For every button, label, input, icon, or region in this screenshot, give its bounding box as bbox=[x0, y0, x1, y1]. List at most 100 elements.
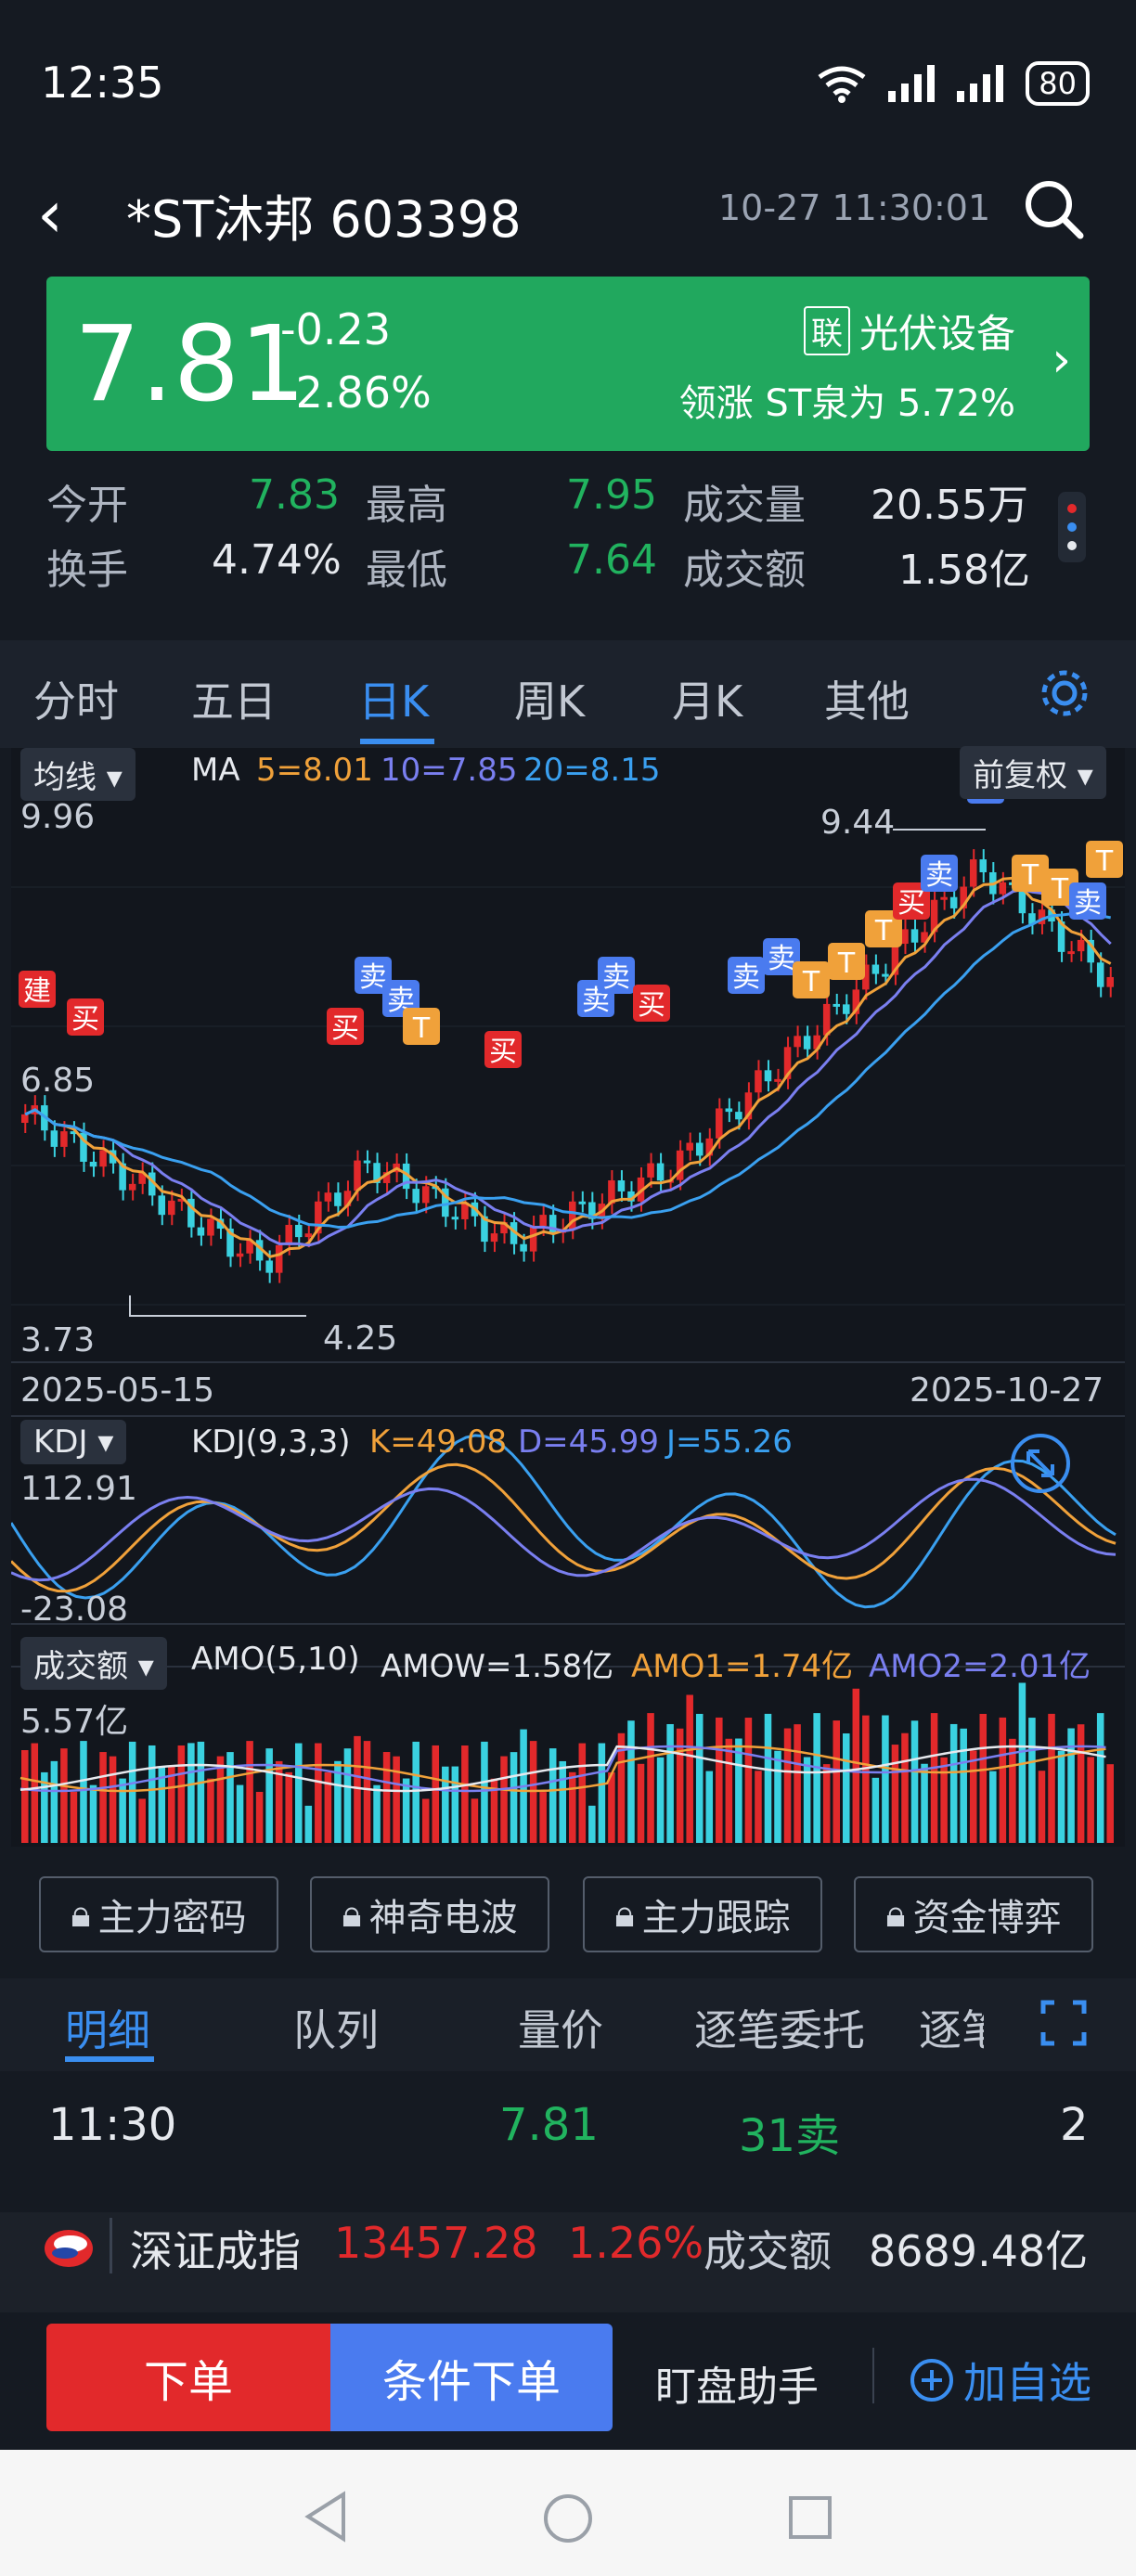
kdj-dropdown[interactable]: KDJ ▾ bbox=[20, 1420, 127, 1464]
trade-badge bbox=[1069, 882, 1106, 920]
add-watchlist-button[interactable]: 加自选 bbox=[910, 2350, 1091, 2411]
amount-bar bbox=[393, 1756, 400, 1843]
lock-icon: 🔒︎ bbox=[885, 1893, 906, 1936]
candle-body bbox=[89, 1161, 97, 1167]
candle-body bbox=[207, 1218, 214, 1236]
candle-body bbox=[744, 1092, 753, 1120]
candle-body bbox=[70, 1131, 78, 1135]
tab-queue[interactable]: 队列 bbox=[293, 2005, 379, 2055]
amo-dropdown-label: 成交额 bbox=[33, 1648, 128, 1685]
candle-body bbox=[510, 1222, 518, 1244]
candle-body bbox=[148, 1172, 156, 1196]
fullscreen-icon[interactable] bbox=[1039, 1999, 1088, 2047]
amount-bar bbox=[1028, 1718, 1036, 1843]
conditional-order-button[interactable]: 条件下单 bbox=[330, 2324, 613, 2431]
wifi-icon bbox=[818, 66, 866, 103]
tab-5day[interactable]: 五日 bbox=[191, 676, 277, 727]
tab-monthly-k[interactable]: 月K bbox=[672, 676, 743, 727]
tab-tick[interactable]: 逐笔 bbox=[919, 2005, 984, 2055]
kdj-j-line bbox=[9, 1434, 1117, 1609]
kline-chart[interactable]: 建买买卖卖T买卖卖买卖卖TTT买卖卖TT卖T bbox=[9, 748, 1125, 1847]
adjust-dropdown[interactable]: 前复权 ▾ bbox=[960, 746, 1106, 799]
tab-other[interactable]: 其他 bbox=[824, 676, 910, 727]
high-label: 最高 bbox=[366, 482, 447, 529]
candle-body bbox=[373, 1163, 381, 1183]
amo2-value: AMO2=2.01亿 bbox=[869, 1648, 1091, 1685]
candle-body bbox=[783, 1047, 792, 1079]
amount-bar bbox=[158, 1766, 166, 1843]
amount-bar bbox=[510, 1752, 518, 1843]
trade-badge-label: T bbox=[412, 1012, 431, 1045]
last-price: 7.81 bbox=[74, 304, 306, 425]
candle-body bbox=[500, 1222, 508, 1234]
index-value: 13457.28 bbox=[334, 2218, 538, 2268]
ma-dropdown[interactable]: 均线 ▾ bbox=[20, 748, 136, 801]
amount-bar bbox=[843, 1732, 850, 1843]
amount-bar bbox=[637, 1763, 645, 1843]
order-button[interactable]: 下单 bbox=[46, 2324, 330, 2431]
kline-chart-area[interactable]: 建买买卖卖T买卖卖买卖卖TTT买卖卖TT卖T bbox=[9, 748, 1125, 1847]
tab-volume-price[interactable]: 量价 bbox=[518, 2005, 603, 2055]
candle-body bbox=[901, 929, 909, 945]
amount-bar bbox=[930, 1713, 938, 1843]
back-icon[interactable]: ‹ bbox=[37, 176, 63, 252]
candle-body bbox=[109, 1150, 117, 1164]
sector-link[interactable]: 联 光伏设备 bbox=[803, 303, 1015, 359]
tab-order-book[interactable]: 逐笔委托 bbox=[694, 2005, 865, 2055]
candle-body bbox=[421, 1186, 430, 1204]
amount-bar bbox=[382, 1752, 391, 1843]
exchange-logo-icon bbox=[45, 2230, 93, 2267]
tool-label: 主力密码 bbox=[97, 1897, 247, 1939]
amount-bar bbox=[588, 1805, 596, 1843]
candle-body bbox=[255, 1240, 264, 1261]
nav-back-icon[interactable] bbox=[303, 2491, 349, 2543]
amount-bar bbox=[70, 1791, 78, 1843]
amount-bar bbox=[363, 1741, 371, 1843]
tool-fund-game[interactable]: 🔒︎ 资金博弈 bbox=[854, 1876, 1093, 1952]
candle-body bbox=[382, 1172, 391, 1183]
amount-bar bbox=[80, 1741, 87, 1843]
tab-daily-k[interactable]: 日K bbox=[358, 676, 430, 727]
tab-detail[interactable]: 明细 bbox=[65, 2005, 150, 2055]
price-panel[interactable]: 7.81 -0.23 -2.86% 联 光伏设备 领涨 ST泉为 5.72% › bbox=[46, 277, 1090, 451]
candle-body bbox=[461, 1202, 469, 1219]
amount-bar bbox=[304, 1805, 313, 1843]
index-ticker[interactable] bbox=[0, 2212, 1136, 2312]
amount-bar bbox=[910, 1720, 919, 1843]
more-icon[interactable] bbox=[1058, 492, 1086, 562]
amount-bar bbox=[549, 1748, 557, 1843]
amount-bar bbox=[569, 1771, 576, 1843]
amount-bar bbox=[1106, 1764, 1114, 1843]
candle-body bbox=[324, 1192, 332, 1202]
candle-body bbox=[608, 1180, 615, 1204]
nav-home-icon[interactable] bbox=[542, 2492, 594, 2544]
search-icon[interactable] bbox=[1021, 176, 1086, 241]
amount-bar bbox=[921, 1763, 928, 1843]
amount-bar bbox=[578, 1743, 587, 1843]
candle-body bbox=[969, 859, 977, 887]
amount-bar bbox=[559, 1760, 566, 1843]
trade-badge-label: 买 bbox=[71, 1003, 99, 1036]
tab-weekly-k[interactable]: 周K bbox=[514, 676, 586, 727]
amount-bar bbox=[705, 1771, 714, 1843]
amo-dropdown[interactable]: 成交额 ▾ bbox=[20, 1637, 167, 1690]
candle-body bbox=[236, 1253, 244, 1257]
amount-bar bbox=[735, 1738, 742, 1843]
tool-magic-wave[interactable]: 🔒︎ 神奇电波 bbox=[310, 1876, 549, 1952]
amount-bar bbox=[265, 1748, 273, 1843]
amount-bar bbox=[148, 1745, 156, 1843]
nav-recents-icon[interactable] bbox=[787, 2494, 833, 2541]
tool-main-password[interactable]: 🔒︎ 主力密码 bbox=[39, 1876, 278, 1952]
status-bar bbox=[0, 0, 1136, 176]
detail-tab-indicator bbox=[65, 2056, 154, 2062]
tab-intraday[interactable]: 分时 bbox=[33, 676, 119, 727]
index-amount: 8689.48亿 bbox=[869, 2226, 1089, 2276]
amount-bar bbox=[1057, 1750, 1065, 1843]
watch-assistant-button[interactable]: 盯盘助手 bbox=[655, 2363, 819, 2411]
trade-badge-label: 卖 bbox=[732, 961, 760, 994]
tool-main-tracking[interactable]: 🔒︎ 主力跟踪 bbox=[583, 1876, 822, 1952]
candle-body bbox=[647, 1163, 654, 1178]
settings-gear-icon[interactable] bbox=[1038, 666, 1091, 720]
expand-icon[interactable] bbox=[1010, 1433, 1071, 1494]
lock-icon: 🔒︎ bbox=[71, 1893, 91, 1936]
